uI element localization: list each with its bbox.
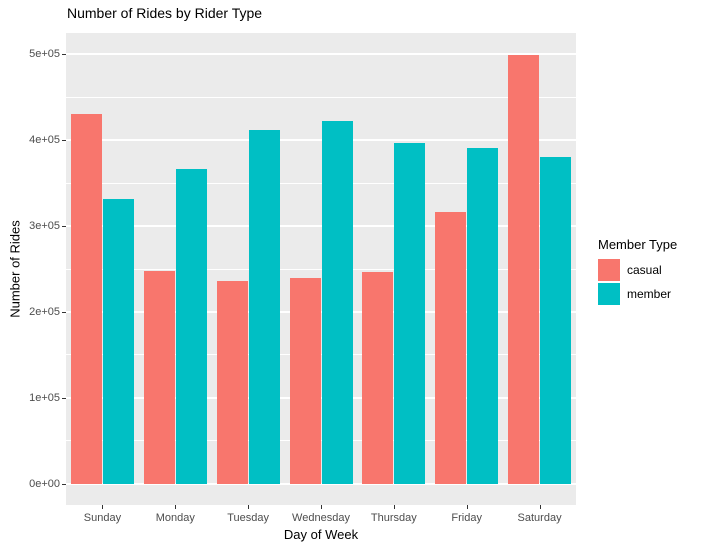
gridline-major (66, 482, 576, 485)
bar-casual-friday (435, 212, 466, 484)
bar-member-saturday (540, 157, 571, 484)
gridline-minor (66, 268, 576, 270)
bar-casual-tuesday (217, 281, 248, 484)
x-tick-label: Saturday (517, 512, 562, 524)
y-axis-title: Number of Rides (7, 220, 23, 318)
bar-member-thursday (394, 142, 425, 484)
legend-item: casual (598, 259, 677, 281)
x-tick-mark (540, 505, 541, 509)
legend-title: Member Type (598, 237, 678, 252)
y-tick-mark (62, 311, 66, 313)
legend-swatch-casual (598, 259, 620, 281)
gridline-major (66, 53, 576, 56)
gridline-minor (66, 96, 576, 98)
x-tick-label: Friday (451, 512, 482, 524)
y-tick-label: 5e+05 (29, 48, 60, 61)
chart-title: Number of Rides by Rider Type (67, 5, 263, 21)
bar-member-tuesday (249, 129, 280, 484)
gridline-minor (66, 440, 576, 442)
x-tick-label: Sunday (83, 512, 122, 524)
bar-member-friday (467, 147, 498, 484)
gridline-major (66, 310, 576, 313)
bar-member-wednesday (322, 121, 353, 484)
y-tick-mark (62, 54, 66, 56)
bar-casual-sunday (71, 113, 102, 484)
bar-casual-saturday (508, 55, 539, 484)
legend-item: member (598, 283, 677, 305)
x-tick-mark (321, 505, 322, 509)
y-tick-mark (62, 397, 66, 399)
plot-panel (66, 33, 576, 505)
bar-casual-wednesday (290, 278, 321, 484)
legend-item-label: casual (627, 263, 662, 277)
bar-casual-monday (144, 270, 175, 484)
legend-items: casual member (598, 259, 677, 305)
y-tick-label: 4e+05 (29, 134, 60, 147)
x-tick-label: Monday (155, 512, 195, 524)
x-tick-label: Tuesday (227, 512, 270, 524)
y-tick-mark (62, 226, 66, 228)
gridline-minor (66, 354, 576, 356)
y-tick-label: 3e+05 (29, 220, 60, 233)
bar-member-sunday (103, 198, 134, 484)
x-tick-mark (248, 505, 249, 509)
bar-member-monday (176, 168, 207, 484)
y-tick-mark (62, 483, 66, 485)
x-tick-label: Wednesday (292, 512, 350, 524)
gridline-major (66, 396, 576, 399)
gridline-major (66, 139, 576, 142)
x-axis-title: Day of Week (283, 527, 359, 542)
legend-item-label: member (627, 287, 672, 301)
gridline-minor (66, 182, 576, 184)
x-tick-label: Thursday (370, 512, 417, 524)
legend: Member Type casual member (598, 237, 677, 307)
legend-swatch-member (598, 283, 620, 305)
bar-casual-thursday (362, 272, 393, 484)
y-tick-label: 0e+00 (29, 477, 60, 490)
gridline-major (66, 225, 576, 228)
y-tick-label: 2e+05 (29, 305, 60, 318)
y-tick-mark (62, 140, 66, 142)
x-tick-mark (394, 505, 395, 509)
x-tick-mark (175, 505, 176, 509)
x-tick-mark (102, 505, 103, 509)
x-tick-mark (467, 505, 468, 509)
y-tick-label: 1e+05 (29, 391, 60, 404)
